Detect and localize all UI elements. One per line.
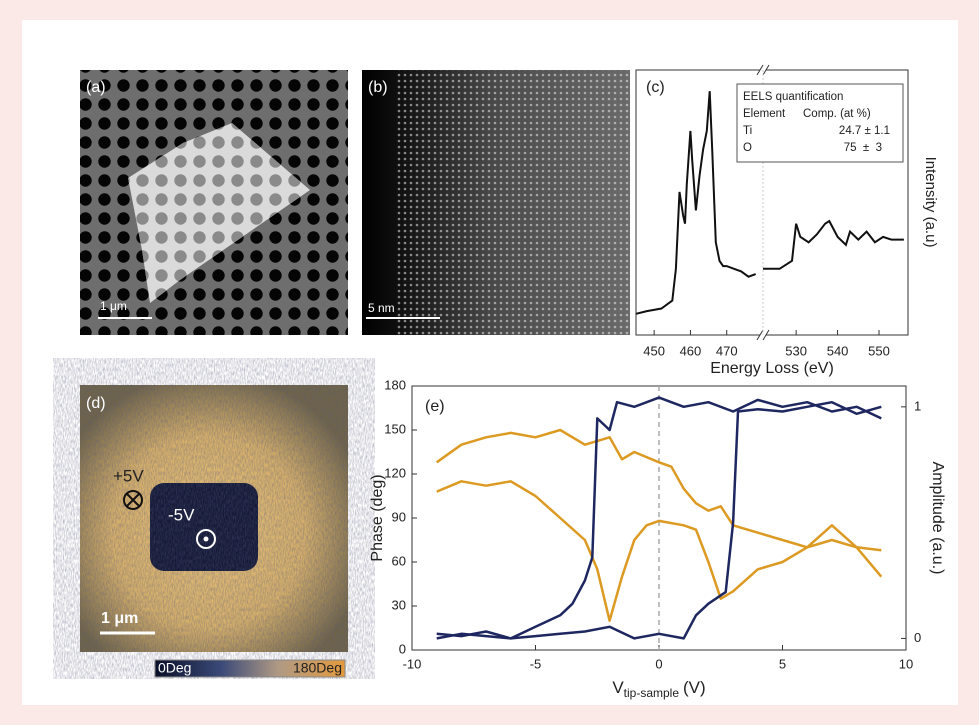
panel-a: (a) 1 μm xyxy=(80,70,348,335)
y-tick-label: 180 xyxy=(384,377,406,392)
y2-tick-label: 0 xyxy=(914,630,921,645)
x-label-subscript: tip-sample xyxy=(624,686,680,700)
panel-d: (d) +5V -5V 1 μm 0Deg 180Deg xyxy=(80,385,348,677)
x-tick-label: 550 xyxy=(868,343,890,358)
y2-axis-label: Amplitude (a.u.) xyxy=(929,462,946,575)
panel-label: (a) xyxy=(86,79,106,96)
y-axis-label: Intensity (a.u) xyxy=(922,157,939,248)
y2-tick-label: 1 xyxy=(914,398,921,413)
scale-bar-label: 1 μm xyxy=(100,299,127,313)
x-tick-label: -5 xyxy=(530,656,542,671)
y-axis-label: Phase (deg) xyxy=(369,474,386,561)
annotation: -5V xyxy=(168,505,195,524)
panel-label: (d) xyxy=(86,395,106,412)
annotation: +5V xyxy=(113,466,144,485)
inset-cell: 75 ± 3 xyxy=(844,142,882,154)
x-tick-label: 0 xyxy=(655,656,662,671)
x-tick-label: -10 xyxy=(403,656,422,671)
y-tick-label: 150 xyxy=(384,421,406,436)
x-tick-label: 540 xyxy=(827,343,849,358)
x-label-unit: (V) xyxy=(683,678,706,697)
colorbar-label: 180Deg xyxy=(293,660,342,676)
inset-cell: O xyxy=(743,142,752,154)
inset-header: Comp. (at %) xyxy=(803,108,871,120)
colorbar-label: 0Deg xyxy=(158,660,191,676)
inset-cell: Ti xyxy=(743,125,752,137)
y-tick-label: 0 xyxy=(399,641,406,656)
x-tick-label: 470 xyxy=(716,343,738,358)
panel-label: (b) xyxy=(368,79,388,96)
y-tick-label: 90 xyxy=(392,509,406,524)
figure: (a) 1 μm (b) 5 nm (d) +5V -5V 1 μm 0Deg … xyxy=(0,0,979,725)
y-tick-label: 60 xyxy=(392,553,406,568)
inset-title: EELS quantification xyxy=(743,91,843,103)
scale-bar-label: 1 μm xyxy=(101,610,138,627)
scale-bar-label: 5 nm xyxy=(368,301,395,315)
inset-cell: 24.7 ± 1.1 xyxy=(839,125,890,137)
x-tick-label: 450 xyxy=(643,343,665,358)
panel-label: (e) xyxy=(425,398,445,415)
x-label-symbol: V xyxy=(612,678,624,697)
inset-header: Element xyxy=(743,108,786,120)
x-tick-label: 10 xyxy=(899,656,913,671)
x-axis-label: Energy Loss (eV) xyxy=(710,360,834,377)
x-tick-label: 530 xyxy=(785,343,807,358)
panel-b: (b) 5 nm xyxy=(362,70,630,335)
panel-label: (c) xyxy=(646,79,665,96)
x-tick-label: 5 xyxy=(779,656,786,671)
y-tick-label: 120 xyxy=(384,465,406,480)
y-tick-label: 30 xyxy=(392,597,406,612)
x-tick-label: 460 xyxy=(680,343,702,358)
